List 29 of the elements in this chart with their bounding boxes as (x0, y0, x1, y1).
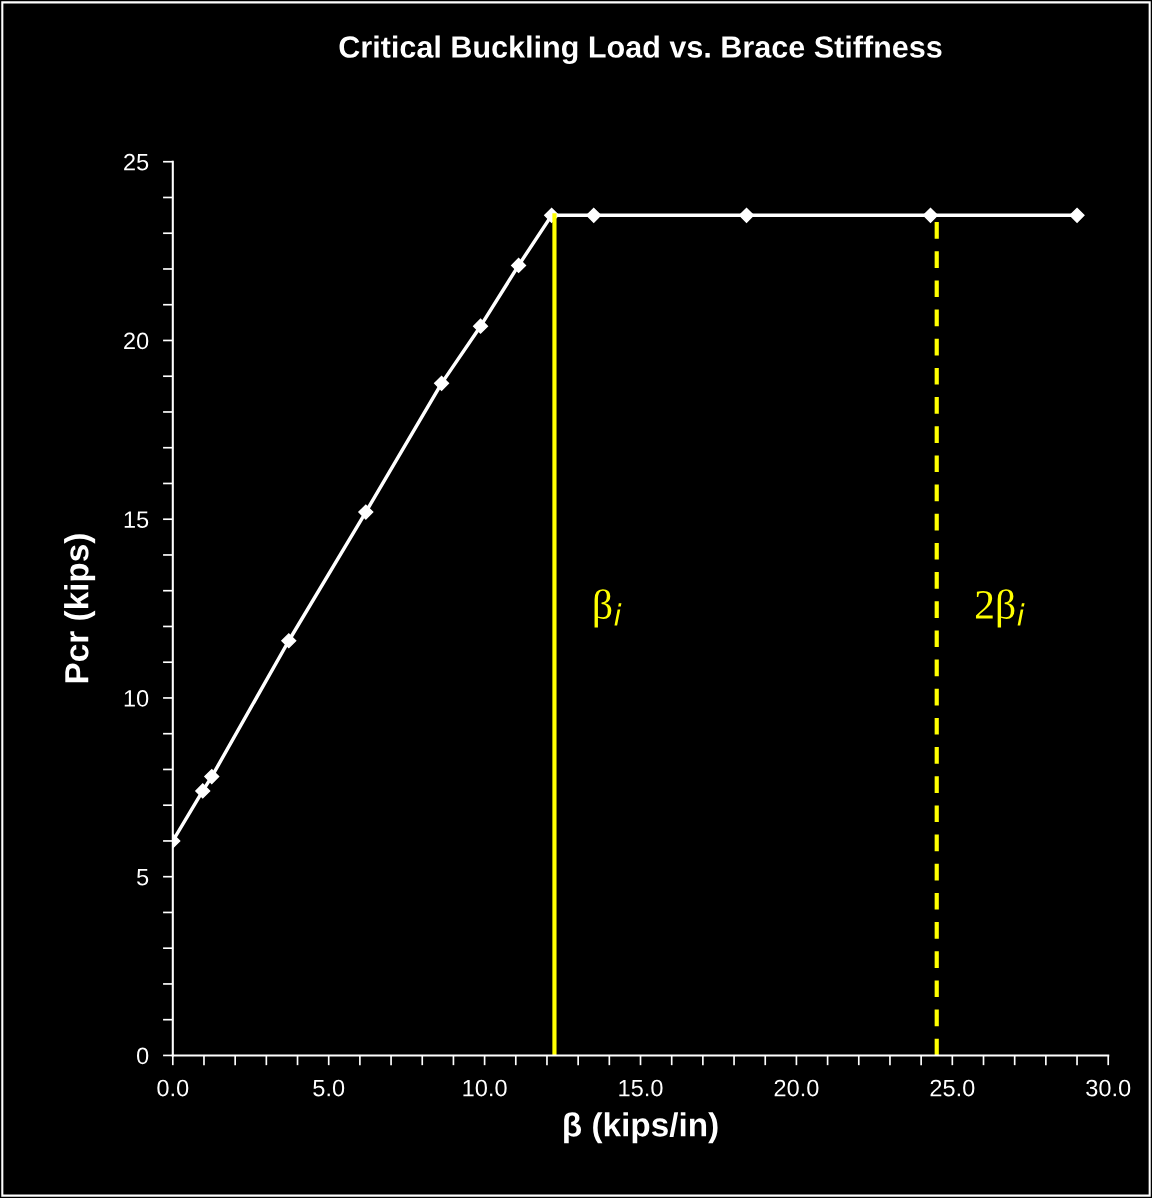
point (281, 633, 297, 649)
x-tick-label: 5.0 (313, 1079, 345, 1097)
x-axis-title: β (kips/in) (564, 1112, 718, 1144)
point (586, 207, 602, 223)
x-tick-label: 10.0 (463, 1079, 507, 1097)
ref-line-label: 2β$_{i}$ (975, 589, 1025, 628)
y-tick-label: 20 (124, 332, 149, 350)
y-tick-label: 5 (137, 869, 149, 886)
y-tick-label: 25 (124, 153, 149, 171)
y-tick-label: 0 (136, 1047, 149, 1065)
point (922, 207, 939, 223)
point (195, 783, 211, 799)
point (358, 504, 374, 520)
x-tick-label: 20.0 (774, 1079, 819, 1097)
point (511, 257, 527, 273)
point (738, 207, 755, 223)
x-tick-label: 30.0 (1086, 1079, 1131, 1097)
x-tick-label: 0.0 (157, 1079, 189, 1097)
y-tick-label: 10 (124, 690, 149, 707)
x-tick-label: 15.0 (619, 1079, 663, 1097)
point (434, 375, 450, 391)
point (472, 318, 489, 334)
point (204, 769, 220, 785)
ref-line-label: β$_{i}$ (594, 589, 622, 628)
y-tick-label: 15 (124, 511, 149, 528)
x-tick-label: 25.0 (930, 1079, 975, 1097)
chart-title: Critical Buckling Load vs. Brace Stiffness (339, 35, 942, 65)
y-axis-title: Pcr (kips) (64, 534, 96, 683)
point (1069, 207, 1085, 223)
